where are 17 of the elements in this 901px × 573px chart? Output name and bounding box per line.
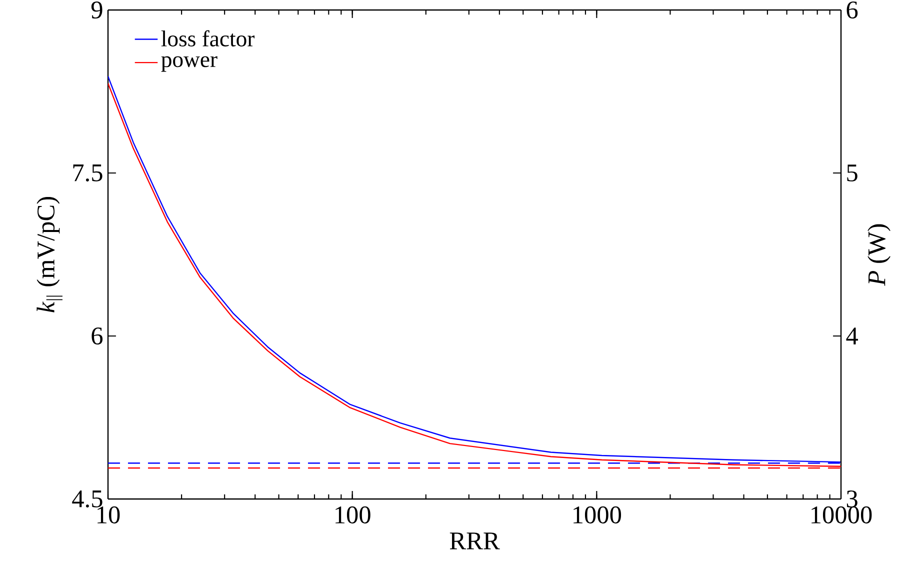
y2-tick-label: 6 (846, 1, 858, 19)
y2-tick-label: 3 (846, 490, 858, 508)
y-axis-title: k$_{||}$ (mV/pC) (36, 197, 62, 312)
y2-axis-title: P (W) (868, 224, 890, 286)
x-tick-label: 10000 (812, 506, 872, 524)
y-tick-label: 7.5 (73, 164, 102, 182)
x-tick-label: 1000 (574, 506, 622, 524)
x-axis-title: RRR (450, 532, 500, 550)
y2-tick-label: 5 (847, 164, 858, 182)
y-tick-label: 9 (91, 1, 102, 19)
legend-label: loss factor (161, 30, 254, 46)
x-tick-label: 100 (336, 506, 370, 524)
y-tick-label: 4.5 (72, 490, 102, 508)
y2-tick-label: 4 (846, 328, 858, 344)
y-tick-label: 6 (92, 327, 103, 345)
legend-label: power (161, 56, 218, 72)
x-tick-label: 10 (98, 506, 120, 524)
